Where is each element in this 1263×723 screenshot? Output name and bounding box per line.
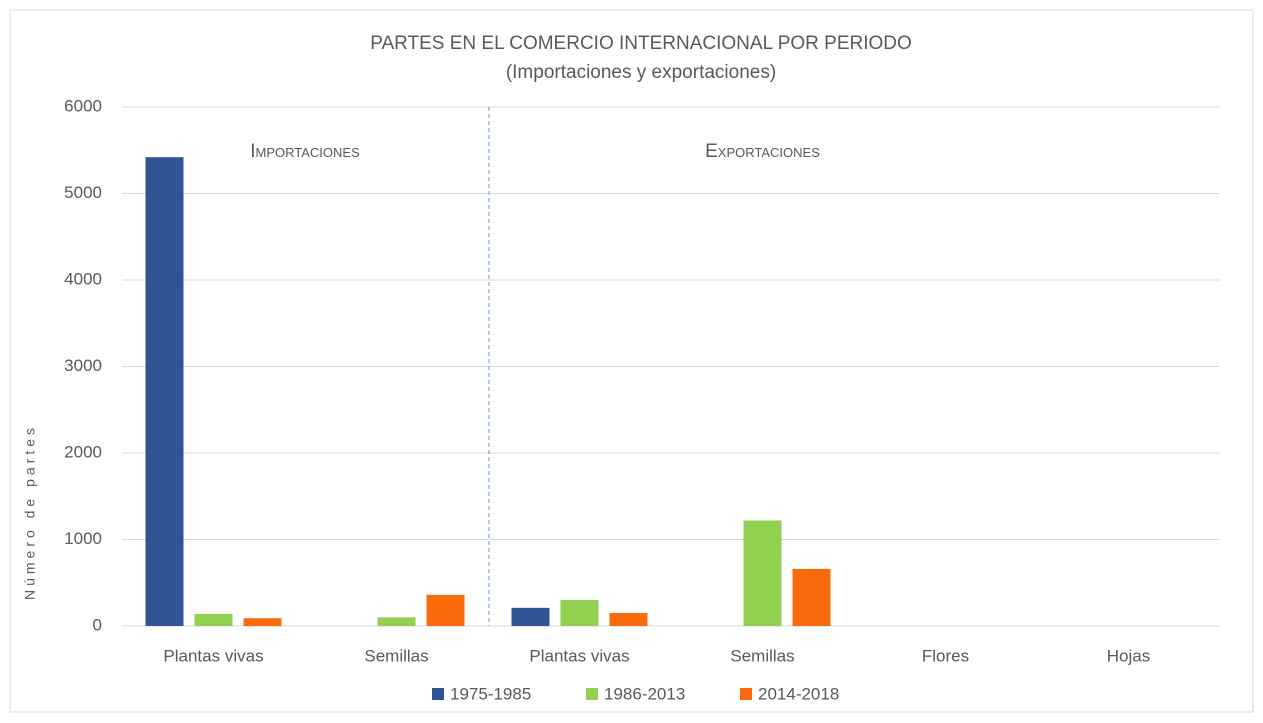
chart-subtitle: (Importaciones y exportaciones) bbox=[506, 62, 776, 83]
annotation: Exportaciones bbox=[705, 141, 820, 162]
legend-label: 1986-2013 bbox=[604, 684, 685, 703]
bar bbox=[426, 594, 465, 626]
legend-label: 1975-1985 bbox=[450, 684, 531, 703]
bar bbox=[194, 613, 233, 626]
bar bbox=[792, 568, 831, 626]
bar bbox=[145, 157, 184, 627]
x-tick-label: Semillas bbox=[364, 646, 428, 665]
x-tick-label: Flores bbox=[922, 646, 969, 665]
x-tick-label: Semillas bbox=[730, 646, 794, 665]
legend-swatch bbox=[432, 688, 444, 700]
y-axis-label: Número de partes bbox=[22, 424, 38, 600]
chart-frame bbox=[9, 9, 1254, 713]
y-tick-label: 6000 bbox=[64, 96, 102, 115]
x-tick-label: Plantas vivas bbox=[529, 646, 629, 665]
bar bbox=[511, 607, 550, 626]
y-tick-label: 5000 bbox=[64, 183, 102, 202]
legend-swatch bbox=[586, 688, 598, 700]
y-tick-label: 4000 bbox=[64, 269, 102, 288]
x-tick-label: Plantas vivas bbox=[163, 646, 263, 665]
bar bbox=[243, 618, 282, 626]
chart-title: PARTES EN EL COMERCIO INTERNACIONAL POR … bbox=[370, 33, 912, 54]
annotation: Importaciones bbox=[250, 141, 360, 162]
legend-label: 2014-2018 bbox=[758, 684, 839, 703]
legend-swatch bbox=[740, 688, 752, 700]
x-tick-label: Hojas bbox=[1107, 646, 1150, 665]
y-tick-label: 2000 bbox=[64, 442, 102, 461]
bar bbox=[609, 613, 648, 626]
bar bbox=[560, 600, 599, 626]
y-tick-label: 0 bbox=[93, 615, 102, 634]
y-tick-label: 1000 bbox=[64, 529, 102, 548]
y-tick-label: 3000 bbox=[64, 356, 102, 375]
bar bbox=[377, 617, 416, 626]
bar bbox=[743, 520, 782, 626]
